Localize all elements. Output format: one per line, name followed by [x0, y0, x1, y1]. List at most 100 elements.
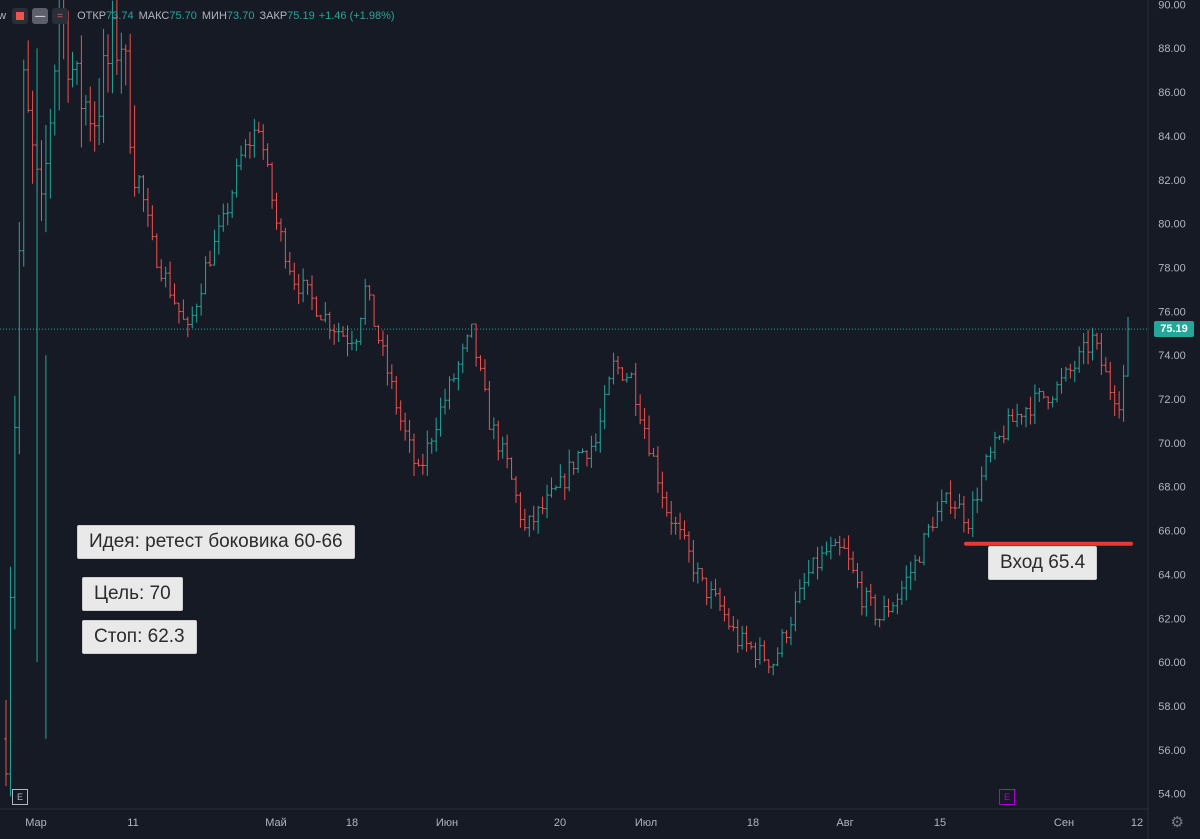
ohlc-bar	[1006, 408, 1011, 441]
ohlc-bar	[8, 566, 13, 797]
time-axis[interactable]: Мар 11 Май 18 Июн 20 Июл 18 Авг 15 Сен 12	[25, 817, 1143, 829]
ohlc-bar	[815, 546, 820, 580]
y-tick-label: 56.00	[1158, 745, 1186, 757]
more-icon[interactable]: =	[52, 8, 69, 24]
ohlc-bar	[540, 496, 545, 515]
ohlc-bar	[913, 554, 918, 581]
target-annotation[interactable]: Цель: 70	[82, 577, 183, 611]
ohlc-bar	[749, 641, 754, 650]
ohlc-bar	[984, 454, 989, 481]
price-axis[interactable]: 90.00 88.00 86.00 84.00 82.00 80.00 78.00 74.00…	[1158, 0, 1186, 801]
symbol-fragment: ew	[0, 10, 7, 22]
ohlc-bar	[744, 625, 749, 652]
ohlc-bar	[616, 356, 620, 375]
ohlc-bar	[451, 373, 456, 383]
ohlc-bar	[638, 394, 643, 425]
ohlc-bar	[1108, 361, 1113, 400]
ohlc-bar	[447, 376, 452, 410]
hide-icon[interactable]: —	[32, 8, 49, 24]
ohlc-bar	[855, 563, 860, 589]
ohlc-bar	[407, 419, 412, 453]
ohlc-bar	[531, 505, 536, 531]
ohlc-bar	[802, 572, 807, 601]
last-price-label: 75.19	[1154, 321, 1194, 338]
ohlc-bar	[771, 663, 776, 676]
ohlc-bar	[97, 78, 102, 146]
legend-high-value: 75.70	[169, 10, 197, 22]
ohlc-bar	[221, 203, 226, 232]
ohlc-bar	[150, 205, 155, 241]
ohlc-bar	[283, 227, 288, 269]
event-marker-right[interactable]: E	[999, 789, 1015, 805]
ohlc-bar	[256, 121, 261, 134]
ohlc-bar	[553, 485, 558, 491]
entry-annotation[interactable]: Вход 65.4	[988, 546, 1098, 580]
ohlc-bar	[252, 118, 257, 158]
ohlc-bar	[695, 562, 700, 584]
ohlc-bar	[274, 192, 279, 230]
ohlc-bar	[21, 59, 26, 267]
ohlc-bar	[505, 434, 510, 469]
ohlc-bar	[1077, 346, 1082, 373]
ohlc-bar	[607, 376, 612, 396]
ohlc-bar	[806, 559, 811, 587]
ohlc-bar	[394, 376, 399, 415]
x-tick-label: Сен	[1054, 817, 1074, 829]
x-tick-label: Июл	[635, 817, 657, 829]
ohlc-bar	[114, 0, 119, 75]
ohlc-bar	[265, 143, 270, 167]
ohlc-bar	[190, 306, 195, 328]
ohlc-bar	[30, 90, 35, 184]
ohlc-bar	[354, 338, 359, 351]
ohlc-bar	[367, 285, 372, 301]
ohlc-bar	[181, 299, 186, 320]
ohlc-bar	[975, 487, 980, 514]
ohlc-bar	[1046, 396, 1051, 410]
ohlc-bar	[172, 283, 177, 305]
x-tick-label: 11	[127, 817, 138, 829]
y-tick-label: 54.00	[1158, 789, 1186, 801]
ohlc-bar	[349, 330, 354, 351]
ohlc-bar	[1010, 408, 1015, 422]
ohlc-bar	[953, 500, 958, 520]
ohlc-bar	[106, 34, 110, 93]
ohlc-bar	[633, 363, 638, 416]
ohlc-bar	[478, 355, 483, 372]
y-tick-label: 86.00	[1158, 87, 1186, 99]
ohlc-bar	[292, 262, 297, 290]
ohlc-bar	[301, 268, 306, 303]
ohlc-bar	[1037, 387, 1042, 403]
ohlc-bar	[713, 578, 718, 597]
ohlc-bar	[39, 140, 44, 222]
ohlc-bar	[74, 61, 79, 85]
ohlc-bar	[864, 587, 869, 617]
settings-gear-icon[interactable]: ⚙	[1170, 814, 1184, 831]
ohlc-bar	[886, 598, 891, 618]
legend-low-label: МИН	[201, 10, 227, 22]
stop-annotation[interactable]: Стоп: 62.3	[82, 620, 197, 654]
ohlc-bar	[602, 385, 607, 430]
ohlc-bar	[261, 124, 266, 160]
ohlc-bar	[726, 608, 731, 630]
ohlc-bar	[988, 446, 993, 463]
ohlc-bar	[137, 174, 142, 194]
idea-annotation[interactable]: Идея: ретест боковика 60-66	[77, 525, 355, 559]
ohlc-bar	[482, 359, 487, 392]
ohlc-bar	[669, 501, 674, 535]
red-square-icon[interactable]	[12, 8, 29, 24]
ohlc-bar	[247, 131, 252, 159]
y-tick-label: 68.00	[1158, 482, 1186, 494]
ohlc-bar	[48, 108, 53, 199]
ohlc-bar	[593, 433, 598, 452]
ohlc-bar	[895, 593, 900, 615]
ohlc-bar	[811, 557, 816, 575]
y-tick-label: 64.00	[1158, 569, 1186, 581]
ohlc-bar	[83, 95, 88, 126]
event-marker-left[interactable]: E	[12, 789, 28, 805]
ohlc-bar	[225, 203, 230, 226]
ohlc-bar	[1041, 391, 1046, 399]
ohlc-bar	[509, 457, 514, 480]
ohlc-bar	[824, 541, 829, 556]
